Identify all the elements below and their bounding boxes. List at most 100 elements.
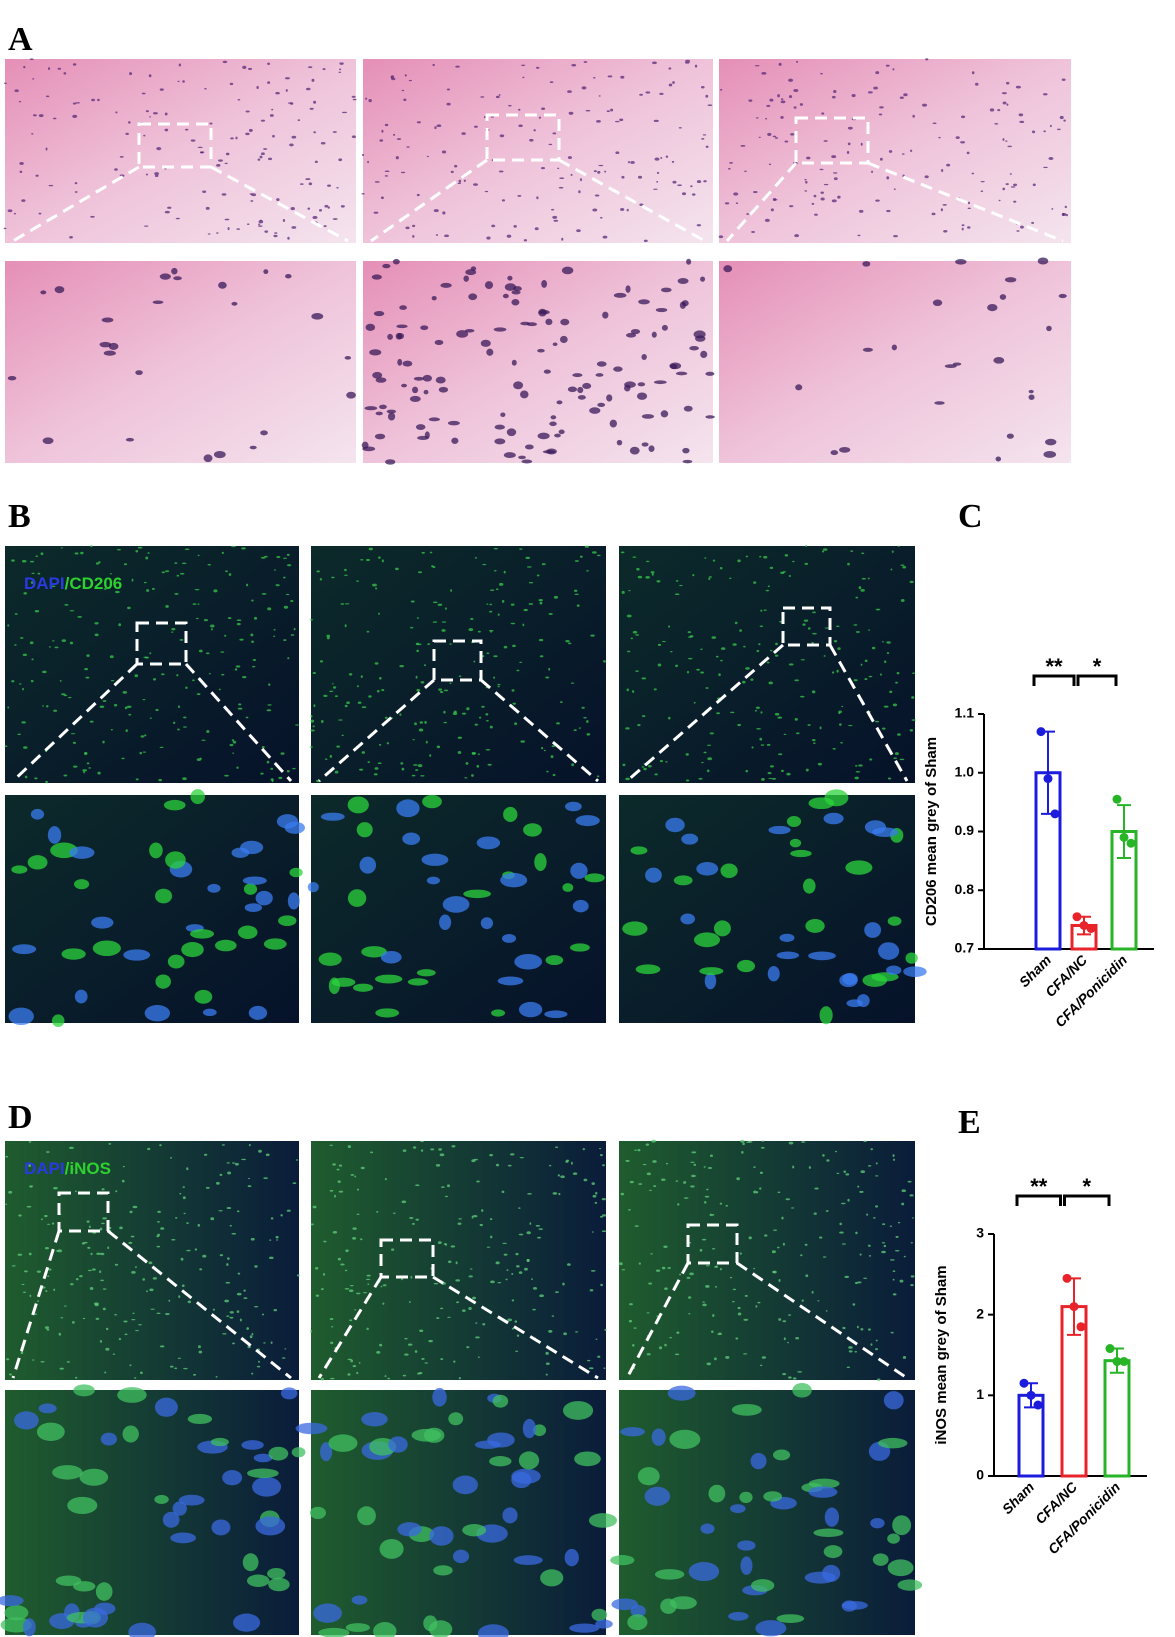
cell — [1046, 325, 1052, 332]
cell — [47, 1223, 51, 1225]
cell — [77, 616, 83, 618]
cell — [700, 350, 708, 359]
cell — [247, 67, 253, 71]
cell — [456, 330, 469, 338]
cell — [446, 1184, 451, 1188]
cell — [823, 1545, 843, 1559]
cell — [270, 778, 274, 781]
cell — [310, 729, 315, 732]
cell — [881, 1250, 886, 1254]
cell — [725, 1204, 728, 1207]
cell — [545, 1362, 550, 1365]
cell — [14, 644, 17, 646]
cell — [231, 739, 235, 742]
cell — [832, 747, 836, 750]
cell — [268, 1446, 289, 1461]
cell — [1019, 120, 1025, 124]
cell — [1006, 103, 1009, 106]
cell — [765, 117, 768, 120]
cell — [887, 916, 902, 926]
cell — [178, 1494, 205, 1506]
cell — [287, 564, 292, 567]
cell — [271, 108, 274, 111]
cell — [174, 1367, 178, 1370]
cell — [98, 560, 101, 564]
cell — [82, 1317, 86, 1320]
cell — [145, 173, 149, 176]
cell — [466, 1346, 470, 1349]
cell — [603, 1367, 606, 1369]
cell — [597, 170, 601, 174]
cell — [435, 1164, 441, 1167]
cell — [474, 557, 477, 559]
cell — [848, 1346, 853, 1349]
cell — [379, 139, 384, 142]
cell — [538, 598, 543, 602]
cell — [497, 1281, 502, 1284]
cell — [578, 190, 581, 194]
cell — [621, 590, 625, 594]
cell — [40, 290, 47, 295]
cell — [677, 278, 689, 285]
cell — [705, 415, 715, 419]
cell — [8, 1007, 34, 1026]
cell — [1028, 389, 1034, 394]
cell — [210, 1437, 229, 1447]
cell — [226, 1263, 229, 1266]
cell — [766, 661, 770, 664]
cell — [641, 715, 646, 718]
cell — [132, 1312, 135, 1315]
cell — [745, 769, 749, 773]
cell — [38, 1403, 57, 1414]
cell — [708, 576, 713, 578]
zoom-line — [12, 165, 140, 243]
cell — [776, 951, 800, 960]
cell — [552, 132, 557, 135]
cell — [794, 234, 800, 238]
cell — [863, 1140, 867, 1143]
cell — [286, 553, 290, 557]
cell — [503, 806, 518, 823]
data-point — [1043, 774, 1053, 784]
cell — [519, 661, 523, 664]
cell — [701, 137, 705, 140]
cell — [287, 236, 290, 240]
cell — [520, 740, 526, 743]
cell — [1002, 187, 1006, 191]
cell — [801, 1299, 804, 1302]
cell — [181, 562, 187, 565]
cell — [755, 1305, 758, 1308]
cell — [899, 758, 905, 761]
cell — [879, 106, 884, 109]
cell — [416, 649, 420, 653]
cell — [412, 739, 416, 741]
cell — [340, 205, 345, 208]
cell — [520, 321, 531, 326]
cell — [838, 712, 841, 715]
cell — [47, 826, 62, 844]
cell — [231, 545, 236, 548]
cell — [523, 823, 542, 837]
cell — [88, 1269, 92, 1272]
cell — [439, 690, 444, 694]
zoom-line — [210, 165, 349, 243]
cell — [273, 234, 278, 238]
cell — [503, 452, 516, 459]
cell — [858, 586, 862, 590]
cell — [641, 766, 645, 768]
cell — [879, 673, 882, 676]
cell — [790, 133, 795, 136]
cell — [179, 572, 185, 575]
cell — [102, 1307, 106, 1311]
cell — [691, 193, 696, 196]
micrograph — [5, 1141, 299, 1380]
cell — [45, 95, 50, 98]
cell — [40, 552, 44, 556]
cell — [750, 1579, 775, 1592]
cell — [1002, 101, 1007, 105]
cell — [591, 1231, 594, 1233]
cell — [705, 145, 709, 148]
cell — [975, 82, 979, 86]
cell — [778, 753, 783, 756]
cell — [714, 1286, 718, 1288]
